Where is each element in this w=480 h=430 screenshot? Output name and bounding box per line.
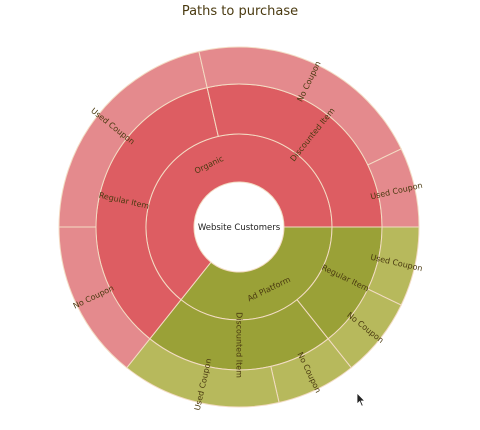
segment-organic-discounted-item-used-coupon[interactable]: [367, 148, 420, 228]
segments-layer: [58, 46, 420, 408]
label-ad-platform-discounted-item: Discounted Item: [235, 312, 244, 378]
chart-title: Paths to purchase: [182, 4, 298, 19]
mouse-cursor-icon: [356, 392, 366, 407]
center-label: Website Customers: [198, 223, 281, 233]
